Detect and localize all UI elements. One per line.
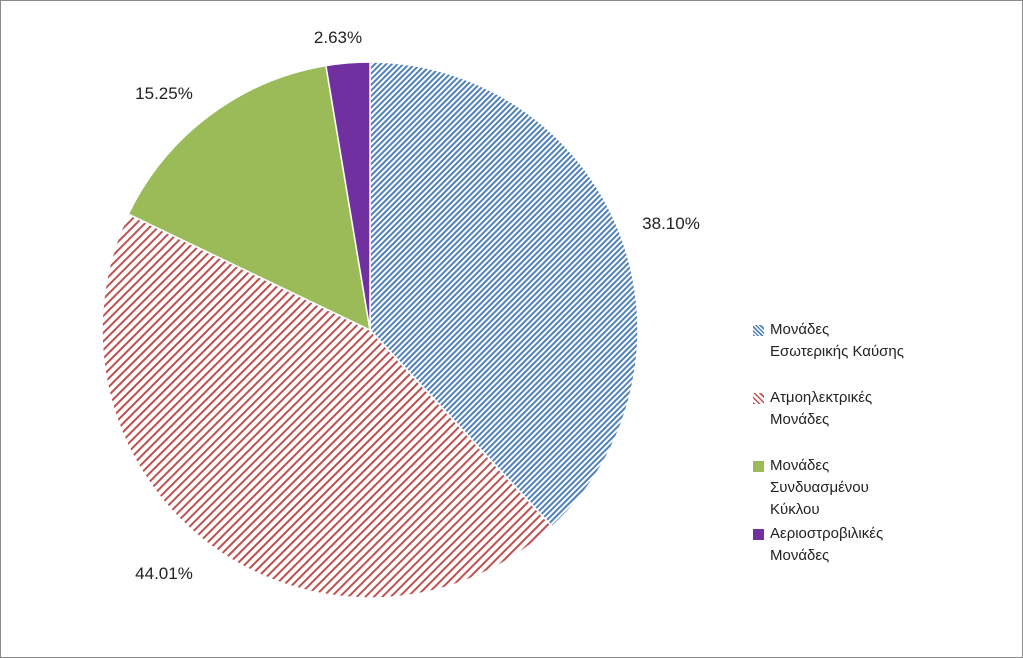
legend-label: Αεριοστροβιλικές Μονάδες [770,523,953,567]
data-label-combined-cycle: 15.25% [135,84,193,103]
data-label-gas-turbine: 2.63% [314,28,362,47]
legend-swatch [753,529,764,540]
legend-label-line: Αεριοστροβιλικές [770,525,884,542]
legend-swatch [753,461,764,472]
legend-item-steam-units: Ατμοηλεκτρικές Μονάδες [753,387,953,431]
slice-combined-cycle [127,64,371,332]
legend-label: Ατμοηλεκτρικές Μονάδες [770,387,953,431]
data-label-internal-combustion: 38.10% [642,214,700,233]
slice-steam-units [101,213,554,599]
data-label-steam-units: 44.01% [135,564,193,583]
legend-label-line: Ατμοηλεκτρικές [770,389,873,406]
legend-item-combined-cycle: Μονάδες Συνδυασμένου Κύκλου [753,455,953,521]
legend-label-line: Κύκλου [770,501,820,518]
legend-label: Μονάδες Εσωτερικής Καύσης [770,319,953,363]
legend-label-line: Εσωτερικής Καύσης [770,343,905,360]
legend-label-line: Μονάδες [770,411,830,428]
legend: Μονάδες Εσωτερικής Καύσης Ατμοηλεκτρικές Μο… [753,319,953,567]
legend-swatch [753,325,764,336]
legend-label-line: Μονάδες [770,547,830,564]
legend-item-internal-combustion: Μονάδες Εσωτερικής Καύσης [753,319,953,363]
slice-internal-combustion [369,61,639,528]
legend-label-line: Μονάδες [770,457,830,474]
slice-gas-turbine [325,61,371,331]
legend-label-line: Μονάδες [770,321,830,338]
legend-label: Μονάδες Συνδυασμένου Κύκλου [770,455,953,521]
legend-label-line: Συνδυασμένου [770,479,869,496]
legend-swatch [753,393,764,404]
legend-item-gas-turbine: Αεριοστροβιλικές Μονάδες [753,523,953,567]
